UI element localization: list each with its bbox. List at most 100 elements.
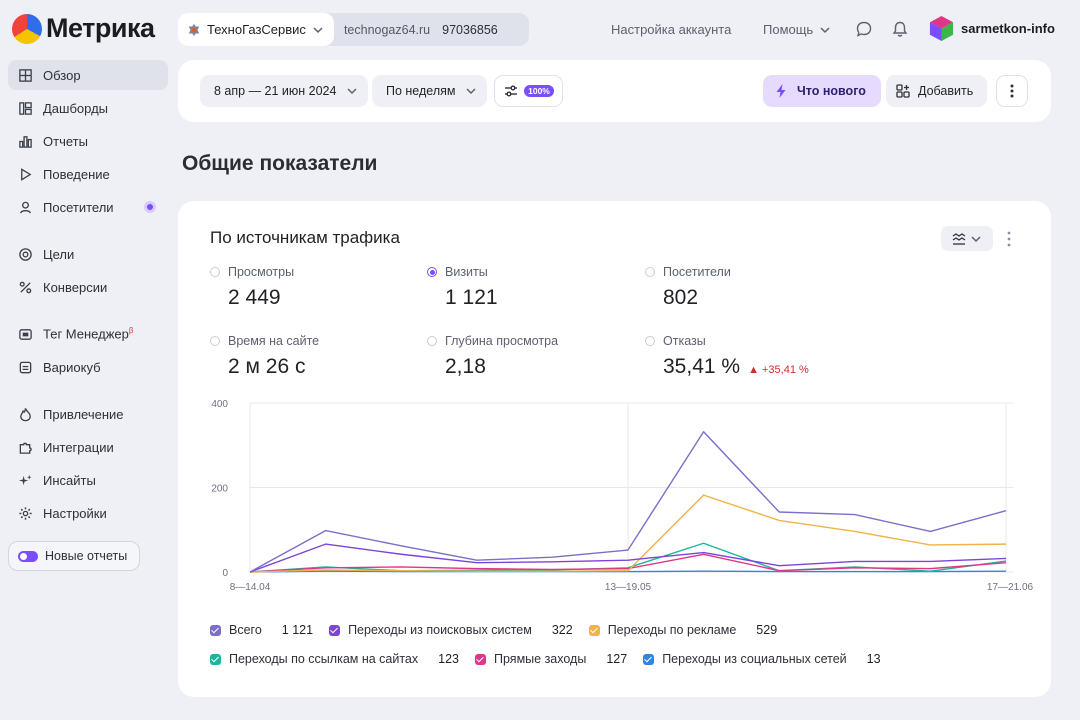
sidebar-item-goals[interactable]: Цели (8, 239, 168, 269)
play-icon (21, 167, 32, 181)
sidebar-item-label: Настройки (43, 505, 107, 521)
counter-selector[interactable]: ТехноГазСервис technogaz64.ru 97036856 (178, 13, 529, 46)
sidebar-item-overview[interactable]: Обзор (8, 60, 168, 90)
metric-radio[interactable] (210, 267, 220, 277)
sidebar-item-label: Инсайты (43, 472, 96, 488)
sidebar-item-insights[interactable]: Инсайты (8, 465, 168, 495)
legend-checkbox[interactable] (643, 653, 655, 665)
cube-icon (19, 361, 32, 373)
metric-value: 1 121 (445, 286, 498, 309)
percent-icon (19, 281, 32, 293)
series-line-4 (249, 553, 1007, 573)
more-options-button[interactable] (996, 75, 1028, 107)
metric-radio[interactable] (645, 336, 655, 346)
x-tick-label: 13—19.05 (605, 582, 652, 593)
grouping-select[interactable]: По неделям (372, 75, 488, 107)
yandex-logo-icon (12, 13, 42, 44)
sampling-filter-button[interactable]: 100% (494, 75, 563, 107)
legend-value: 127 (606, 652, 628, 666)
legend-item-social[interactable]: Переходы из социальных сетей 13 (643, 652, 881, 666)
toggle-switch[interactable] (18, 550, 38, 562)
account-settings-link[interactable]: Настройка аккаунта (611, 22, 732, 37)
sidebar-item-label: Конверсии (43, 279, 108, 295)
metric-radio[interactable] (210, 336, 220, 346)
user-menu[interactable]: sarmetkon-info (928, 15, 1055, 42)
sampling-badge: 100% (524, 85, 554, 97)
sidebar-item-label: Обзор (43, 67, 81, 83)
sidebar-item-behavior[interactable]: Поведение (8, 159, 168, 189)
metric-visitors[interactable]: Посетители 802 (645, 265, 845, 310)
metric-value: 2,18 (445, 355, 486, 378)
legend-item-ads[interactable]: Переходы по рекламе 529 (588, 623, 777, 637)
chat-icon[interactable] (855, 20, 873, 38)
legend-checkbox[interactable] (329, 624, 341, 636)
chart-type-select[interactable] (941, 226, 993, 251)
metric-label: Визиты (445, 265, 488, 279)
chevron-down-icon (313, 26, 323, 33)
sidebar-item-reports[interactable]: Отчеты (8, 126, 168, 156)
sidebar: Обзор Дашборды Отчеты Поведение Посетите… (8, 60, 168, 528)
chevron-down-icon (466, 88, 477, 95)
legend-item-links[interactable]: Переходы по ссылкам на сайтах 123 (210, 652, 459, 666)
add-label: Добавить (918, 84, 974, 98)
chevron-down-icon (820, 26, 830, 33)
add-widget-button[interactable]: Добавить (886, 75, 988, 107)
metric-radio-selected[interactable] (427, 267, 437, 277)
widget-menu-icon[interactable] (1004, 230, 1014, 248)
legend-value: 1 121 (281, 623, 314, 637)
user-avatar-cube-icon (929, 15, 954, 42)
sidebar-item-integrations[interactable]: Интеграции (8, 432, 168, 462)
legend-item-total[interactable]: Всего 1 121 (210, 623, 313, 637)
legend-label: Всего (229, 623, 262, 637)
metric-pageviews[interactable]: Просмотры 2 449 (210, 265, 410, 310)
counter-name-button[interactable]: ТехноГазСервис (178, 13, 334, 46)
sidebar-item-label: Интеграции (43, 439, 114, 455)
legend-checkbox[interactable] (210, 653, 221, 665)
legend-checkbox[interactable] (588, 624, 600, 636)
metric-radio[interactable] (645, 267, 655, 277)
legend-checkbox[interactable] (475, 653, 486, 665)
new-reports-toggle[interactable]: Новые отчеты (8, 541, 141, 571)
page-title: Общие показатели (182, 152, 378, 175)
metric-radio[interactable] (427, 336, 437, 346)
sidebar-item-visitors[interactable]: Посетители (8, 192, 168, 222)
metric-bounce-rate[interactable]: Отказы 35,41 % ▲ +35,41 % (645, 334, 845, 379)
whats-new-label: Что нового (797, 84, 866, 98)
whats-new-button[interactable]: Что нового (763, 75, 881, 107)
lightning-icon (776, 84, 786, 98)
metrika-logo[interactable]: Метрика (12, 13, 155, 44)
metric-visits[interactable]: Визиты 1 121 (427, 265, 627, 310)
target-icon (19, 247, 32, 261)
help-menu[interactable]: Помощь (763, 22, 831, 37)
metric-label: Просмотры (228, 265, 295, 279)
legend-item-search[interactable]: Переходы из поисковых систем 322 (329, 623, 573, 637)
date-range-picker[interactable]: 8 апр — 21 июн 2024 (200, 75, 369, 107)
bell-icon[interactable] (891, 20, 909, 38)
metric-delta: ▲ +35,41 % (748, 364, 809, 376)
x-tick-label: 8—14.04 (230, 582, 271, 593)
sidebar-item-settings[interactable]: Настройки (8, 498, 168, 528)
traffic-sources-widget: По источникам трафика Просмотры 2 449 Ви… (178, 201, 1051, 697)
chevron-down-icon (347, 88, 357, 95)
sidebar-item-conversions[interactable]: Конверсии (8, 272, 168, 302)
sidebar-item-label: Посетители (43, 199, 114, 215)
widget-title: По источникам трафика (210, 228, 400, 247)
sidebar-item-dashboards[interactable]: Дашборды (8, 93, 168, 123)
sidebar-item-acquisition[interactable]: Привлечение (8, 399, 168, 429)
legend-item-direct[interactable]: Прямые заходы 127 (475, 652, 627, 666)
metric-page-depth[interactable]: Глубина просмотра 2,18 (427, 334, 627, 379)
metric-value: 35,41 % (663, 355, 741, 378)
sidebar-item-variocube[interactable]: Вариокуб (8, 352, 168, 382)
grouping-label: По неделям (386, 84, 456, 98)
series-line-0 (249, 431, 1007, 573)
sidebar-item-label: Поведение (43, 166, 110, 182)
sidebar-item-tag-manager[interactable]: Тег Менеджерβ (8, 319, 168, 349)
metric-label: Посетители (663, 265, 731, 279)
legend-checkbox[interactable] (210, 624, 221, 636)
x-tick-label: 17—21.06 (987, 582, 1034, 593)
metric-time-on-site[interactable]: Время на сайте 2 м 26 с (210, 334, 410, 379)
date-range-label: 8 апр — 21 июн 2024 (214, 84, 337, 98)
help-label: Помощь (763, 22, 814, 37)
chevron-down-icon (971, 235, 981, 242)
kebab-icon (1010, 84, 1014, 98)
